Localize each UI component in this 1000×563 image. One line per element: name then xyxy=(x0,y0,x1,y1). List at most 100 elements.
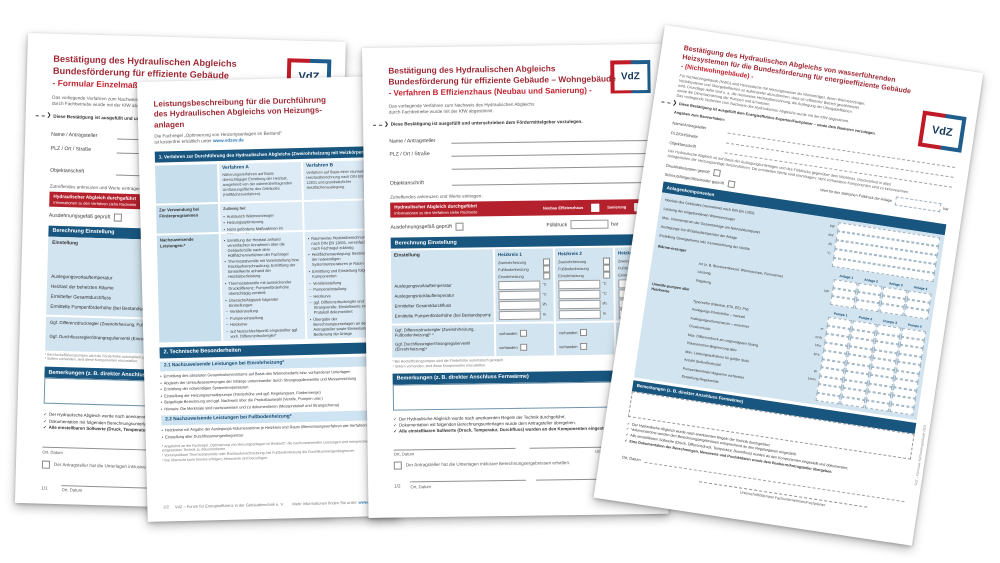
bullet-icon: ▪ xyxy=(160,386,162,392)
service-bullet: – Heizkurve xyxy=(225,320,302,328)
neubau-checkbox[interactable] xyxy=(591,203,600,212)
form-page-leistungsbeschreibung: Leistungsbeschreibung für die Durchführu… xyxy=(137,75,400,522)
system-label: Fußbodenheizung xyxy=(498,267,529,272)
bullet-icon: ▪ xyxy=(161,427,163,433)
flag-checkbox[interactable] xyxy=(580,328,588,336)
flag-row: vorhanden xyxy=(559,339,611,354)
flag-checkbox[interactable] xyxy=(520,343,528,351)
calc-grid: Einstellung Auslegungsvorlauftemperatur A… xyxy=(390,246,674,324)
system-checkbox[interactable] xyxy=(543,272,551,280)
system-label: Einrohrheizung xyxy=(558,273,584,278)
system-checkbox[interactable] xyxy=(543,265,551,273)
system-checkbox[interactable] xyxy=(603,264,611,272)
bullet-icon: – xyxy=(225,315,229,321)
value-input[interactable] xyxy=(498,290,541,300)
bullet-icon: – xyxy=(225,322,229,328)
docs-checkbox[interactable] xyxy=(41,460,51,469)
unit-label: °C xyxy=(542,282,547,287)
bullet-icon: ▪ xyxy=(224,280,227,286)
arrow-dots xyxy=(661,100,671,104)
bullet-icon: – xyxy=(308,280,312,286)
field-label-plz: PLZ / Ort / Straße xyxy=(50,145,92,153)
value-input[interactable] xyxy=(558,279,601,289)
hydraulic-banner: Hydraulischer Abgleich durchgeführt Info… xyxy=(390,199,649,218)
value-inputs: °C °C l/h m xyxy=(558,279,611,320)
docs-note: Der Antragsteller hat die Unterlagen ink… xyxy=(405,460,571,468)
bullet-icon: ▪ xyxy=(308,268,311,274)
bullet-text: Heizungsoptimierung xyxy=(226,219,264,226)
arrow-icon: ❯ xyxy=(46,112,52,119)
system-checkbox[interactable] xyxy=(603,257,611,265)
system-checkboxes: Zweirohrheizung Fußbodenheizung Einrohrh… xyxy=(558,257,611,280)
bullet-text: Austausch Wärmeerzeuger xyxy=(226,212,274,219)
objekt-input-line[interactable] xyxy=(451,175,648,186)
system-checkboxes: Zweirohrheizung Fußbodenheizung Einrohrh… xyxy=(498,258,551,280)
expansion-checkbox[interactable] xyxy=(114,213,123,222)
flag-row: vorhanden xyxy=(559,325,611,340)
bullet-icon: ▪ xyxy=(225,297,227,303)
druckhaltung-checkbox[interactable] xyxy=(713,169,722,178)
heizkreis-1-col: Heizkreis 1 Zweirohrheizung Fußbodenheiz… xyxy=(494,248,554,323)
unit-label: l/h xyxy=(602,301,607,306)
bullet-text: Ventileinstellung xyxy=(229,308,258,314)
value-input[interactable] xyxy=(558,299,601,309)
system-checkbox[interactable] xyxy=(543,258,551,266)
name-input-line[interactable] xyxy=(451,133,648,144)
fuelldruck-input[interactable] xyxy=(570,219,609,230)
usage-bullet: ▪ Austausch Wärmeerzeuger xyxy=(223,212,299,219)
address2-input-line[interactable] xyxy=(451,159,648,170)
fuelldruck-label: Fülldruck xyxy=(546,221,568,228)
banner-line2: Informationen zu den Verfahren siehe Rüc… xyxy=(394,209,478,216)
arrow-icon: ❯ xyxy=(384,121,389,128)
value-row: m xyxy=(558,309,611,320)
bullet-text: auf Netzschlechtpunkt eingestellter ggf.… xyxy=(230,327,299,339)
expansion-label: Ausdehnungsgefäß geprüft xyxy=(390,223,453,231)
bullet-icon: ▪ xyxy=(308,252,310,258)
component-unit xyxy=(819,260,830,262)
value-input[interactable] xyxy=(558,309,601,319)
plz-input-line[interactable] xyxy=(451,146,648,157)
value-inputs: °C °C l/h m xyxy=(498,279,551,320)
bullet-text: Ventileinstellung xyxy=(313,279,342,286)
bullet-text: Thermostatventile mit ausreichender Druc… xyxy=(228,279,292,296)
service-bullet: ▪ Thermostatventile mit Voreinstellung b… xyxy=(224,257,300,279)
vdz-link[interactable]: www.vdzev.de xyxy=(212,137,244,144)
field-label-objekt: Objektanschrift xyxy=(50,167,85,175)
flag-hk2-col: vorhanden vorhanden xyxy=(555,322,615,356)
value-input[interactable] xyxy=(498,280,541,290)
bullet-icon: ▪ xyxy=(309,316,312,322)
ort-datum-label: Ort, Datum xyxy=(393,451,415,457)
bullet-icon: ▪ xyxy=(160,393,163,399)
page-number: 1/1 xyxy=(41,485,48,492)
section-calc: Berechnung Einstellung xyxy=(390,234,649,249)
docs-checkbox[interactable] xyxy=(393,461,402,470)
page-subtitle: - Verfahren B Effizienzhaus (Neubau und … xyxy=(388,85,592,98)
component-unit: kW xyxy=(829,223,836,229)
flag-checkbox[interactable] xyxy=(520,329,528,337)
service-bullet: ▪ Thermostatventile mit ausreichender Dr… xyxy=(225,279,301,296)
bullet-icon: – xyxy=(225,309,228,315)
service-bullet: – Pumpeneinstellung xyxy=(226,314,302,321)
value-input[interactable] xyxy=(498,300,541,310)
bullet-text: Übersicht/Abgleich folgender Einstellung… xyxy=(228,296,279,308)
schmutzfaenger-checkbox[interactable] xyxy=(727,180,736,189)
system-checkbox[interactable] xyxy=(603,271,611,279)
bullet-icon: ▪ xyxy=(223,237,226,243)
unit-label: °C xyxy=(602,281,607,286)
service-bullet: ▪ Übersicht/Abgleich folgender Einstellu… xyxy=(225,296,301,308)
value-input[interactable] xyxy=(558,289,601,299)
unit-label: l/h xyxy=(542,302,547,307)
fuelldruck-unit: bar xyxy=(943,206,949,212)
pumpen-labels: Typenreihe (Fabrikat, ETA, EEI, PN) Ausle… xyxy=(681,289,810,399)
bullet-icon: ▪ xyxy=(223,220,225,226)
flag-label-col: Ggf. Differenzdruckregler (Zweirohrheizu… xyxy=(391,324,495,358)
value-input[interactable] xyxy=(498,310,541,320)
field-label-name: Name / Antragsteller xyxy=(51,131,98,139)
table-label-col: Zur Verwendung bei Förderprogrammen Nach… xyxy=(155,164,222,343)
flag-checkbox[interactable] xyxy=(580,342,588,350)
bullet-icon: ▪ xyxy=(307,235,310,241)
expansion-checkbox[interactable] xyxy=(455,222,465,231)
flag-value: vorhanden xyxy=(559,343,578,349)
empty-cell xyxy=(155,164,218,204)
sanierung-label: Sanierung xyxy=(607,204,627,210)
